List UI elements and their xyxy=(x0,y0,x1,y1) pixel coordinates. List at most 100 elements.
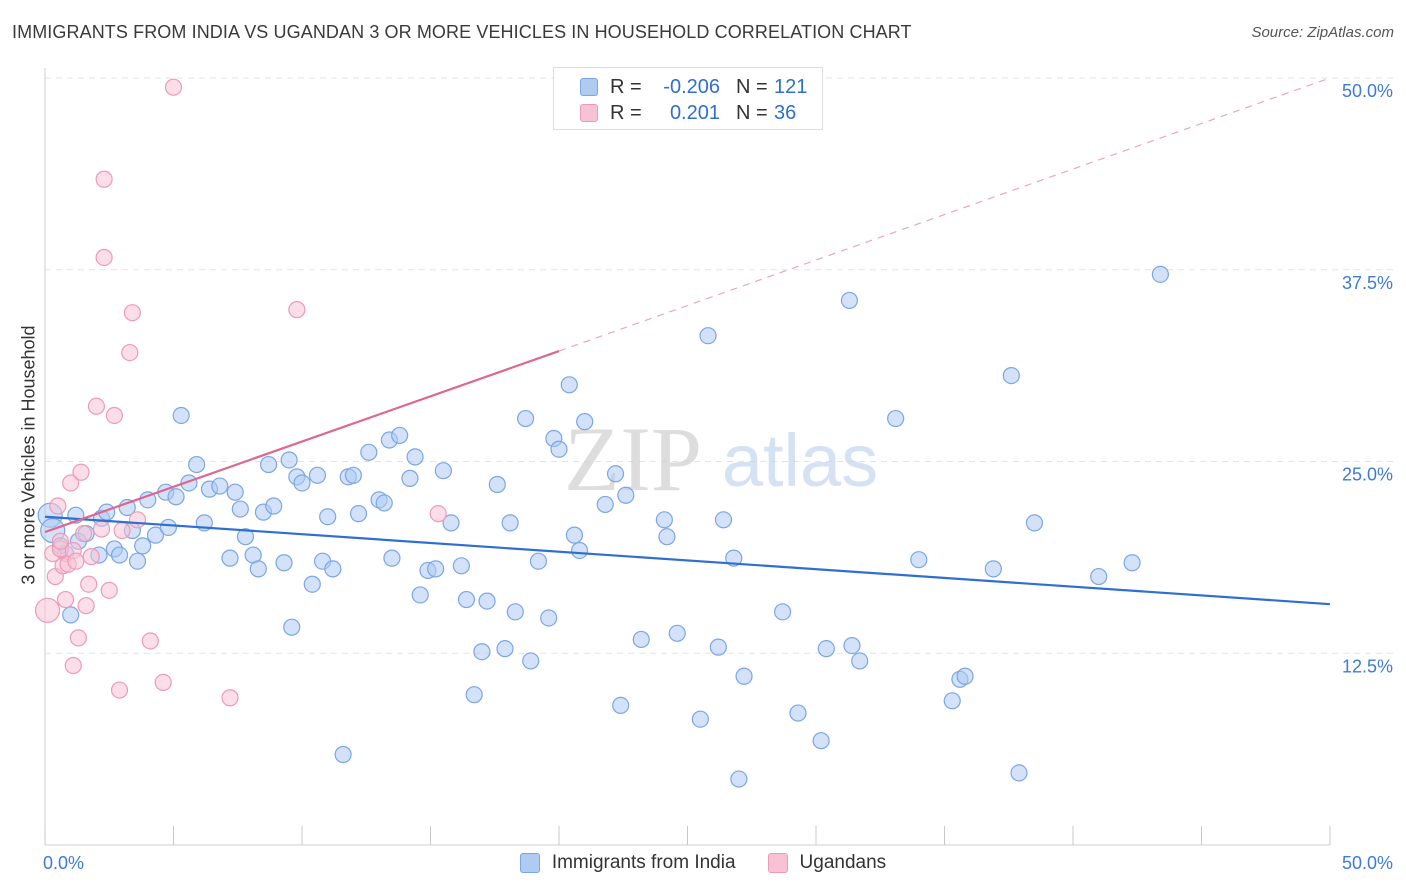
india-point xyxy=(522,652,540,670)
ugandans-point xyxy=(51,532,70,550)
ugandans-point xyxy=(128,511,147,529)
ugandans-trend-line xyxy=(44,350,560,534)
correlation-stats-box: R = -0.206 N = 121 R = 0.201 N = 36 xyxy=(553,67,823,130)
india-point xyxy=(265,497,283,515)
india-point xyxy=(478,592,496,610)
india-point xyxy=(596,495,614,514)
legend-item-india[interactable]: Immigrants from India xyxy=(519,852,736,874)
ugandans-point xyxy=(69,629,88,647)
ugandans-point xyxy=(110,681,129,699)
india-point xyxy=(516,409,535,428)
india-point xyxy=(691,710,709,728)
india-point xyxy=(984,560,1002,578)
india-point xyxy=(501,514,519,532)
india-point xyxy=(324,560,342,578)
ugandans-point xyxy=(87,397,106,415)
india-point xyxy=(565,526,584,544)
india-point xyxy=(473,643,491,661)
india-point xyxy=(560,376,578,394)
india-point xyxy=(617,486,635,504)
india-point xyxy=(442,514,460,532)
india-point xyxy=(606,465,625,483)
india-point xyxy=(1002,366,1020,385)
stats-row-india: R = -0.206 N = 121 xyxy=(580,74,814,100)
india-point xyxy=(725,549,743,567)
india-point xyxy=(709,638,727,656)
india-point xyxy=(226,483,244,501)
india-point xyxy=(452,557,470,575)
ugandans-point xyxy=(82,548,100,566)
legend-label-india: Immigrants from India xyxy=(551,852,736,873)
stats-row-ugandans: R = 0.201 N = 36 xyxy=(580,100,814,126)
legend-item-ugandans[interactable]: Ugandans xyxy=(767,852,886,874)
ugandans-point xyxy=(56,590,75,609)
india-point xyxy=(655,511,673,529)
ugandans-point xyxy=(92,520,111,538)
india-point xyxy=(139,491,157,509)
legend-swatch-ugandans xyxy=(767,853,788,873)
y-tick-label: 25.0% xyxy=(1342,465,1393,485)
india-point xyxy=(375,494,393,512)
india-trend-line xyxy=(44,515,1331,606)
ugandans-point xyxy=(141,632,159,650)
india-point xyxy=(910,551,928,569)
tick-labels-layer: 12.5% 25.0% 37.5% 50.0% 0.0% 50.0% xyxy=(43,81,1393,873)
x-tick-label: 50.0% xyxy=(1342,853,1393,873)
ugandans-point xyxy=(95,170,113,188)
ugandans-point xyxy=(121,343,139,362)
ugandans-point xyxy=(154,673,172,691)
india-point xyxy=(128,552,147,570)
india-point xyxy=(1123,554,1141,572)
india-point xyxy=(812,732,830,750)
ugandans-point xyxy=(34,597,61,623)
india-point xyxy=(496,640,514,658)
india-point xyxy=(275,554,293,572)
ugandans-point xyxy=(164,78,183,96)
chart-title: IMMIGRANTS FROM INDIA VS UGANDAN 3 OR MO… xyxy=(12,22,912,42)
india-point xyxy=(612,696,630,715)
india-point xyxy=(465,686,483,704)
india-point xyxy=(344,466,362,484)
india-point xyxy=(249,560,267,578)
ugandans-point xyxy=(95,248,113,267)
grid-layer xyxy=(45,77,1395,654)
y-tick-label: 37.5% xyxy=(1342,273,1393,293)
india-point xyxy=(211,477,229,495)
india-point xyxy=(360,443,378,461)
india-point xyxy=(570,541,589,560)
ugandans-point xyxy=(49,497,67,515)
india-point xyxy=(735,667,753,685)
ugandans-point xyxy=(429,505,447,523)
india-point xyxy=(540,609,558,627)
india-point xyxy=(134,537,152,555)
watermark-atlas: atlas xyxy=(722,419,878,502)
india-point xyxy=(843,636,861,655)
y-tick-label: 50.0% xyxy=(1342,81,1393,101)
ugandans-point xyxy=(221,689,239,707)
r-label: R = xyxy=(610,101,642,124)
ugandans-point xyxy=(72,463,90,481)
india-point xyxy=(411,586,429,604)
r-value: 0.201 xyxy=(669,101,720,124)
y-tick-label: 12.5% xyxy=(1342,656,1393,676)
india-point xyxy=(730,770,748,788)
india-point xyxy=(632,630,650,649)
india-point xyxy=(172,406,190,425)
india-point xyxy=(529,552,548,570)
india-point xyxy=(401,469,419,487)
india-point xyxy=(188,455,206,474)
india-point xyxy=(658,528,676,546)
source-label: Source: ZipAtlas.com xyxy=(1251,24,1394,41)
india-point xyxy=(887,409,905,428)
india-point xyxy=(840,291,859,310)
india-point xyxy=(283,618,301,636)
india-point xyxy=(668,624,686,642)
india-point xyxy=(293,474,311,492)
ugandans-swatch xyxy=(580,104,598,122)
points-layer xyxy=(34,78,1169,788)
india-point xyxy=(110,546,129,564)
india-point xyxy=(943,692,961,710)
x-tick-label: 0.0% xyxy=(43,853,84,873)
trend-layer xyxy=(44,77,1331,606)
ugandans-point xyxy=(64,656,82,675)
